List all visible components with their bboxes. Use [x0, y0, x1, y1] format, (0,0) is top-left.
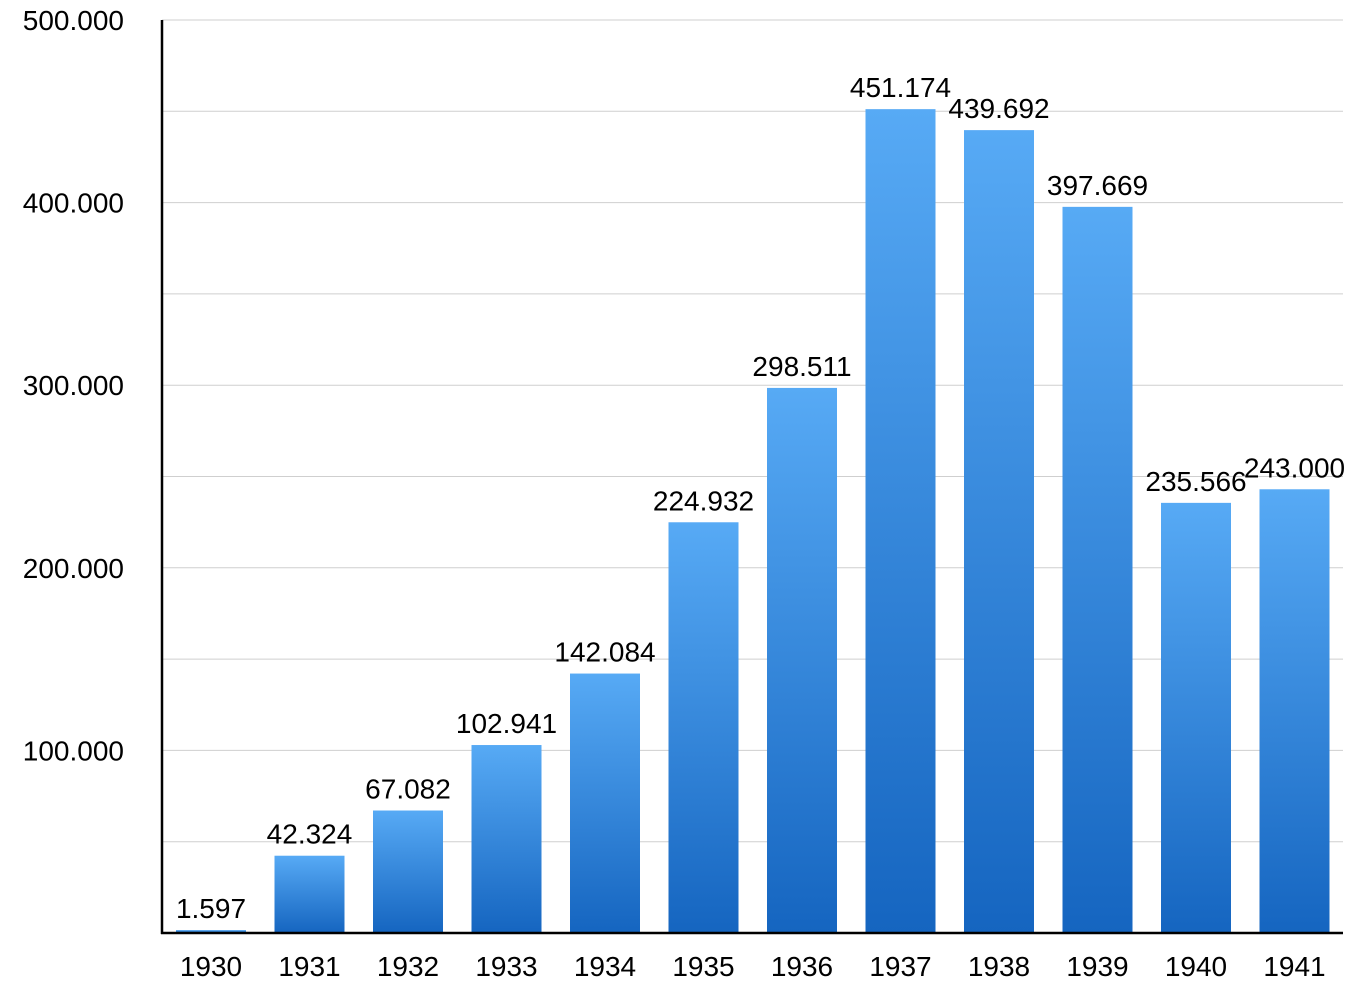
- data-label-1939: 397.669: [1047, 170, 1148, 201]
- data-label-1934: 142.084: [554, 637, 655, 668]
- data-label-1940: 235.566: [1145, 466, 1246, 497]
- bar-1930: [176, 930, 246, 933]
- bar-1941: [1259, 489, 1330, 933]
- x-tick-label: 1933: [475, 951, 537, 982]
- bar-1940: [1161, 502, 1231, 933]
- x-tick-label: 1936: [771, 951, 833, 982]
- data-label-1932: 67.082: [365, 774, 451, 805]
- x-tick-label: 1939: [1066, 951, 1128, 982]
- bar-1938: [964, 130, 1034, 933]
- x-tick-label: 1932: [377, 951, 439, 982]
- x-tick-label: 1934: [574, 951, 636, 982]
- y-tick-label: 500.000: [23, 5, 124, 36]
- bars: [176, 109, 1330, 934]
- data-label-1936: 298.511: [752, 351, 851, 382]
- gridlines: [162, 19, 1343, 843]
- y-tick-label: 100.000: [23, 735, 124, 766]
- x-tick-label: 1931: [278, 951, 340, 982]
- y-tick-label: 200.000: [23, 553, 124, 584]
- bar-1934: [570, 673, 640, 933]
- bar-1931: [274, 855, 345, 933]
- x-tick-label: 1935: [672, 951, 734, 982]
- data-label-1937: 451.174: [850, 72, 951, 103]
- bar-1935: [668, 522, 739, 933]
- data-label-1935: 224.932: [653, 485, 754, 516]
- data-label-1941: 243.000: [1244, 452, 1345, 483]
- x-tick-label: 1938: [968, 951, 1030, 982]
- x-tick-label: 1940: [1165, 951, 1227, 982]
- bar-1933: [471, 745, 542, 933]
- bar-1932: [373, 810, 443, 933]
- bar-1936: [767, 387, 837, 933]
- data-label-1938: 439.692: [948, 93, 1049, 124]
- data-labels: 1.597 42.324 67.082 102.941 142.084 224.932 29…: [176, 72, 1345, 924]
- bar-1937: [865, 109, 936, 934]
- data-label-1933: 102.941: [456, 708, 557, 739]
- data-label-1930: 1.597: [176, 893, 246, 924]
- bar-1939: [1062, 206, 1133, 934]
- x-tick-label: 1930: [180, 951, 242, 982]
- data-label-1931: 42.324: [267, 819, 353, 850]
- y-tick-label: 300.000: [23, 370, 124, 401]
- axes: 100.000 200.000 300.000 400.000 500.000 1930 1…: [23, 5, 1343, 982]
- x-tick-label: 1937: [869, 951, 931, 982]
- y-tick-label: 400.000: [23, 188, 124, 219]
- x-tick-label: 1941: [1263, 951, 1325, 982]
